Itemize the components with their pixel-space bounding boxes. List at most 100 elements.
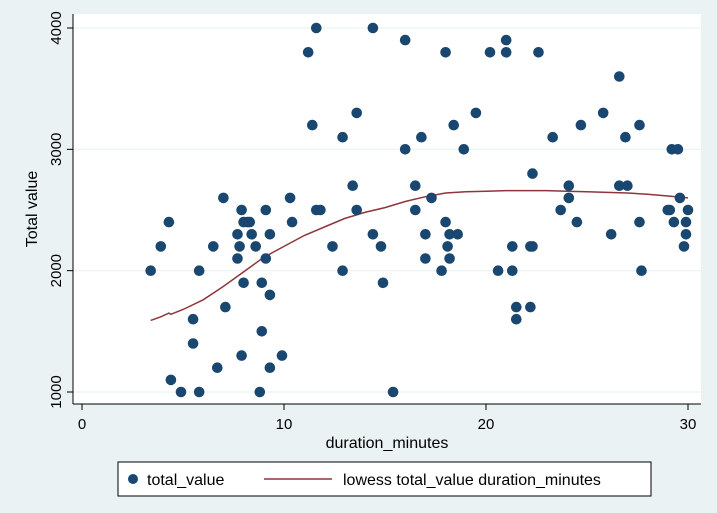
data-point-19 bbox=[238, 277, 249, 289]
data-point-67 bbox=[458, 144, 470, 155]
data-point-5 bbox=[187, 313, 199, 325]
data-point-33 bbox=[284, 192, 296, 204]
data-point-31 bbox=[264, 289, 276, 301]
data-point-106 bbox=[682, 204, 694, 216]
data-point-8 bbox=[193, 386, 205, 398]
data-point-10 bbox=[212, 362, 223, 374]
data-point-1 bbox=[155, 241, 167, 252]
data-point-14 bbox=[232, 229, 243, 240]
data-point-44 bbox=[351, 107, 363, 119]
data-point-16 bbox=[236, 204, 247, 216]
y-tick-label-1: 2000 bbox=[48, 254, 65, 287]
y-axis-title: Total value bbox=[24, 171, 41, 248]
data-point-73 bbox=[507, 241, 518, 252]
data-point-96 bbox=[636, 265, 647, 277]
data-point-60 bbox=[440, 47, 451, 58]
data-point-40 bbox=[327, 241, 338, 252]
data-point-29 bbox=[264, 229, 276, 240]
data-point-101 bbox=[672, 144, 684, 155]
data-point-11 bbox=[218, 192, 229, 204]
data-point-95 bbox=[634, 216, 645, 228]
data-point-104 bbox=[680, 229, 692, 240]
data-point-48 bbox=[375, 241, 387, 252]
data-point-89 bbox=[605, 229, 617, 240]
data-point-93 bbox=[622, 180, 633, 191]
data-point-45 bbox=[351, 204, 363, 216]
data-point-80 bbox=[527, 168, 538, 179]
data-point-54 bbox=[410, 204, 421, 216]
data-point-85 bbox=[563, 180, 575, 191]
data-point-6 bbox=[187, 338, 199, 349]
data-point-102 bbox=[674, 192, 686, 204]
data-point-0 bbox=[145, 265, 156, 277]
data-point-57 bbox=[420, 253, 431, 264]
data-point-56 bbox=[420, 229, 431, 240]
x-axis-title: duration_minutes bbox=[326, 435, 449, 452]
data-point-37 bbox=[311, 22, 322, 34]
data-point-90 bbox=[614, 71, 625, 82]
data-point-4 bbox=[175, 386, 187, 398]
data-point-41 bbox=[337, 131, 348, 143]
data-point-22 bbox=[246, 229, 257, 240]
plot-area bbox=[73, 14, 701, 404]
data-point-69 bbox=[484, 47, 496, 58]
legend: total_value lowess total_value duration_… bbox=[117, 461, 652, 497]
data-point-7 bbox=[193, 265, 205, 277]
data-point-92 bbox=[620, 131, 631, 143]
y-tick-label-0: 1000 bbox=[48, 375, 65, 408]
data-point-2 bbox=[163, 216, 175, 228]
data-point-103 bbox=[678, 241, 690, 252]
data-point-55 bbox=[416, 131, 427, 143]
data-point-34 bbox=[286, 216, 298, 228]
data-point-32 bbox=[276, 350, 288, 361]
data-point-88 bbox=[597, 107, 609, 119]
y-tick-label-2: 3000 bbox=[48, 133, 65, 166]
data-point-81 bbox=[533, 47, 544, 58]
data-point-17 bbox=[236, 350, 247, 361]
data-point-94 bbox=[634, 119, 645, 131]
data-point-72 bbox=[500, 47, 512, 58]
data-point-24 bbox=[254, 386, 266, 398]
legend-box bbox=[117, 461, 652, 497]
data-point-51 bbox=[399, 34, 411, 46]
data-point-82 bbox=[547, 131, 558, 143]
data-point-71 bbox=[500, 34, 512, 46]
data-point-86 bbox=[571, 216, 583, 228]
data-point-35 bbox=[302, 47, 314, 58]
data-point-100 bbox=[668, 216, 680, 228]
data-point-78 bbox=[525, 301, 536, 313]
data-point-36 bbox=[307, 119, 318, 131]
x-tick-label-3: 30 bbox=[680, 416, 697, 433]
data-point-98 bbox=[664, 204, 676, 216]
data-point-61 bbox=[440, 216, 451, 228]
data-point-58 bbox=[426, 192, 437, 204]
legend-label-lowess: lowess total_value duration_minutes bbox=[343, 472, 601, 489]
data-point-76 bbox=[511, 301, 522, 313]
y-tick-label-3: 4000 bbox=[48, 11, 65, 44]
lowess-fit bbox=[150, 189, 689, 322]
data-points bbox=[145, 22, 694, 398]
data-point-62 bbox=[442, 241, 453, 252]
data-point-28 bbox=[260, 204, 272, 216]
legend-label-total-value: total_value bbox=[147, 472, 224, 489]
data-point-47 bbox=[367, 229, 379, 240]
data-point-13 bbox=[232, 253, 243, 264]
lowess-line bbox=[150, 189, 689, 322]
data-point-9 bbox=[208, 241, 219, 252]
data-point-53 bbox=[410, 180, 421, 191]
legend-marker-total-value bbox=[128, 474, 138, 484]
data-point-30 bbox=[264, 362, 276, 374]
axes: 1000 2000 3000 4000 0 10 20 30 bbox=[48, 11, 701, 433]
data-point-74 bbox=[507, 265, 518, 277]
data-point-15 bbox=[234, 241, 245, 252]
data-point-49 bbox=[377, 277, 389, 289]
data-point-50 bbox=[387, 386, 399, 398]
grid-lines bbox=[73, 27, 701, 393]
data-point-105 bbox=[680, 216, 692, 228]
data-point-91 bbox=[614, 180, 625, 191]
x-tick-label-2: 20 bbox=[478, 416, 495, 433]
data-point-66 bbox=[452, 229, 464, 240]
data-point-23 bbox=[250, 241, 261, 252]
data-point-64 bbox=[444, 229, 455, 240]
